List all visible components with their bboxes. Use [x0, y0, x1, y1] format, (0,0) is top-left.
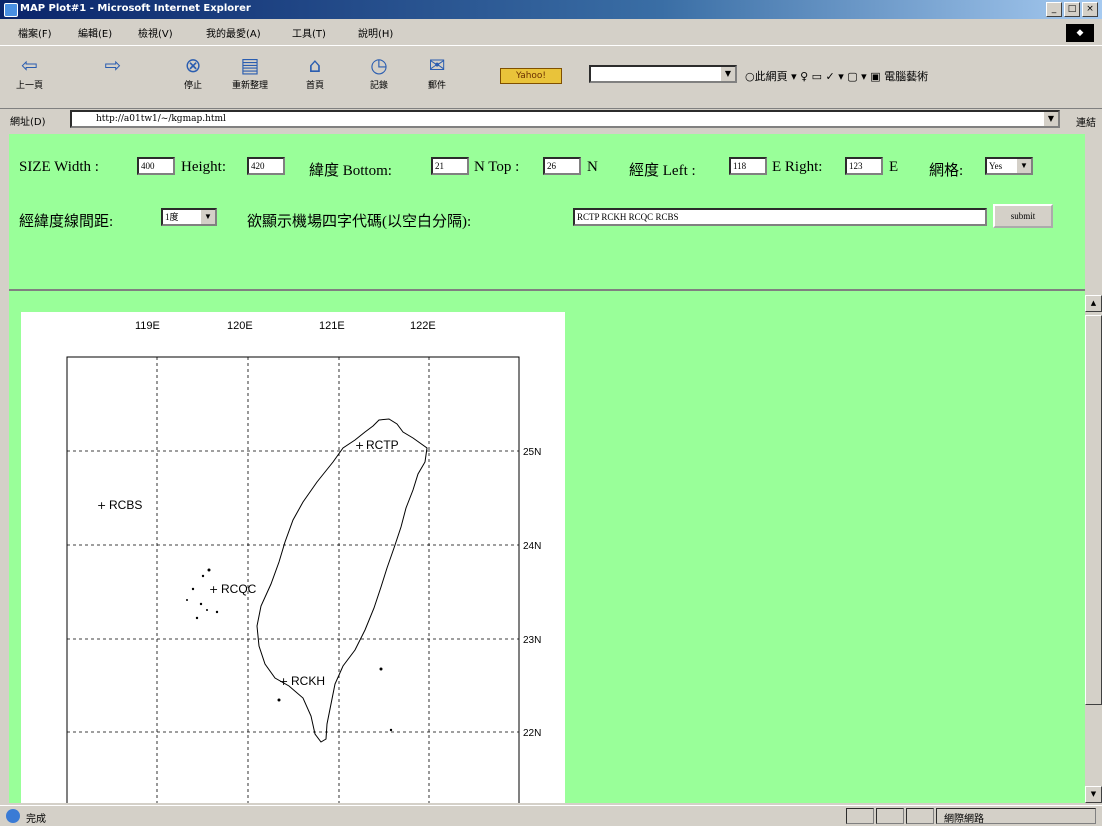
- menu-edit[interactable]: 編輯(E): [78, 25, 112, 40]
- grid-lines: [67, 357, 519, 803]
- ie-logo-icon: [4, 3, 18, 17]
- left-input[interactable]: 118: [729, 157, 767, 175]
- menu-tools[interactable]: 工具(T): [292, 25, 326, 40]
- map-parameter-form: SIZE Width : 400 Height: 420 緯度 Bottom: …: [9, 134, 1085, 291]
- height-label: Height:: [181, 159, 226, 176]
- spacing-select[interactable]: 1度 ▼: [161, 208, 217, 226]
- lon-label-121e: 121E: [319, 320, 345, 332]
- chevron-down-icon[interactable]: ▼: [1017, 159, 1031, 173]
- lon-label-120e: 120E: [227, 320, 253, 332]
- address-url: http://a01tw1/~/kgmap.html: [96, 114, 226, 124]
- grid-select[interactable]: Yes ▼: [985, 157, 1033, 175]
- height-input[interactable]: 420: [247, 157, 285, 175]
- status-bar: 完成 網際網路: [0, 805, 1102, 826]
- address-input[interactable]: http://a01tw1/~/kgmap.html ▼: [70, 110, 1060, 128]
- yahoo-search-logo[interactable]: Yahoo!: [500, 68, 562, 84]
- station-marker-rcbs-icon: +: [97, 499, 106, 512]
- right-input[interactable]: 123: [845, 157, 883, 175]
- taiwan-map: 119E 120E 121E 122E 25N 24N 23N 22N: [21, 312, 565, 803]
- station-label-rctp: RCTP: [366, 438, 399, 452]
- menu-bar: 檔案(F) 編輯(E) 檢視(V) 我的最愛(A) 工具(T) 說明(H): [0, 21, 1102, 43]
- chevron-down-icon[interactable]: ▼: [201, 210, 215, 224]
- lat-label-22n: 22N: [523, 728, 541, 739]
- scroll-down-icon[interactable]: ▼: [1085, 786, 1102, 803]
- back-arrow-icon: ⇦: [17, 52, 43, 78]
- stop-icon: ⊗: [180, 52, 206, 78]
- refresh-icon: ▤: [237, 52, 263, 78]
- e-label: E: [889, 159, 898, 176]
- map-frame: [67, 357, 519, 803]
- scroll-thumb[interactable]: [1085, 315, 1102, 705]
- forward-arrow-icon: ⇨: [100, 52, 126, 78]
- station-label-rcqc: RCQC: [221, 582, 257, 596]
- scroll-up-icon[interactable]: ▲: [1085, 295, 1102, 312]
- forward-button[interactable]: ⇨: [100, 52, 126, 78]
- back-button[interactable]: ⇦ 上一頁: [16, 52, 43, 91]
- toolbar: ⇦ 上一頁 ⇨ ⊗ 停止 ▤ 重新整理 ⌂ 首頁 ◷ 記錄 ✉ 郵件 Yahoo! ▼ ○此…: [0, 45, 1102, 109]
- address-label: 網址(D): [10, 113, 46, 128]
- map-image: 119E 120E 121E 122E 25N 24N 23N 22N: [21, 312, 565, 803]
- size-width-label: SIZE Width :: [19, 159, 99, 176]
- home-button[interactable]: ⌂ 首頁: [302, 52, 328, 91]
- n-label: N: [587, 159, 598, 176]
- station-marker-rckh-icon: +: [279, 675, 288, 688]
- station-label-rckh: RCKH: [291, 674, 325, 688]
- grid-label: 網格:: [929, 159, 963, 180]
- airport-codes-input[interactable]: RCTP RCKH RCQC RCBS: [573, 208, 987, 226]
- lat-label-23n: 23N: [523, 635, 541, 646]
- chevron-down-icon[interactable]: ▼: [1044, 112, 1058, 126]
- page-content: SIZE Width : 400 Height: 420 緯度 Bottom: …: [9, 134, 1085, 803]
- search-combo[interactable]: ▼: [589, 65, 737, 83]
- page-done-icon: [6, 809, 20, 823]
- station-label-rcbs: RCBS: [109, 498, 142, 512]
- lat-label-24n: 24N: [523, 541, 541, 552]
- e-right-label: E Right:: [772, 159, 822, 176]
- top-input[interactable]: 26: [543, 157, 581, 175]
- links-button[interactable]: 連結: [1076, 114, 1096, 129]
- latitude-bottom-label: 緯度 Bottom:: [309, 159, 392, 180]
- lon-label-122e: 122E: [410, 320, 436, 332]
- station-marker-rcqc-icon: +: [209, 583, 218, 596]
- minimize-button[interactable]: _: [1046, 2, 1062, 17]
- window-title: MAP Plot#1 - Microsoft Internet Explorer: [20, 3, 251, 14]
- airport-codes-label: 欲顯示機場四字代碼(以空白分隔):: [247, 210, 471, 231]
- status-cell: [846, 808, 874, 824]
- menu-view[interactable]: 檢視(V): [138, 25, 173, 40]
- maximize-button[interactable]: □: [1064, 2, 1080, 17]
- taiwan-coastline: [257, 419, 427, 742]
- station-marker-rctp-icon: +: [355, 439, 364, 452]
- chevron-down-icon[interactable]: ▼: [721, 67, 735, 81]
- lat-label-25n: 25N: [523, 447, 541, 458]
- bottom-input[interactable]: 21: [431, 157, 469, 175]
- menu-file[interactable]: 檔案(F): [18, 25, 52, 40]
- toolbar-misc-buttons[interactable]: ○此網頁 ▾ ♀ ▭ ✓ ▾ ▢ ▾ ▣ 電腦藝術: [745, 68, 928, 84]
- address-bar: 網址(D) http://a01tw1/~/kgmap.html ▼ 連結: [0, 108, 1102, 132]
- n-top-label: N Top :: [474, 159, 519, 176]
- mail-button[interactable]: ✉ 郵件: [424, 52, 450, 91]
- close-button[interactable]: ×: [1082, 2, 1098, 17]
- status-text: 完成: [26, 810, 46, 825]
- width-input[interactable]: 400: [137, 157, 175, 175]
- spacing-selected-value: 1度: [165, 210, 179, 224]
- home-icon: ⌂: [302, 52, 328, 78]
- menu-help[interactable]: 說明(H): [358, 25, 393, 40]
- history-icon: ◷: [366, 52, 392, 78]
- grid-spacing-label: 經緯度線間距:: [19, 210, 113, 231]
- longitude-left-label: 經度 Left :: [629, 159, 696, 180]
- submit-button[interactable]: submit: [993, 204, 1053, 228]
- grid-selected-value: Yes: [989, 159, 1002, 173]
- internet-zone-label: 網際網路: [944, 810, 984, 825]
- status-cell: [906, 808, 934, 824]
- vertical-scrollbar[interactable]: ▲ ▼: [1085, 295, 1102, 803]
- mail-icon: ✉: [424, 52, 450, 78]
- refresh-button[interactable]: ▤ 重新整理: [232, 52, 268, 91]
- lon-label-119e: 119E: [135, 320, 160, 332]
- menu-favorites[interactable]: 我的最愛(A): [206, 25, 261, 40]
- history-button[interactable]: ◷ 記錄: [366, 52, 392, 91]
- window-titlebar: MAP Plot#1 - Microsoft Internet Explorer…: [0, 0, 1102, 19]
- windows-logo-icon: ◆: [1066, 24, 1094, 42]
- status-cell: [876, 808, 904, 824]
- stop-button[interactable]: ⊗ 停止: [180, 52, 206, 91]
